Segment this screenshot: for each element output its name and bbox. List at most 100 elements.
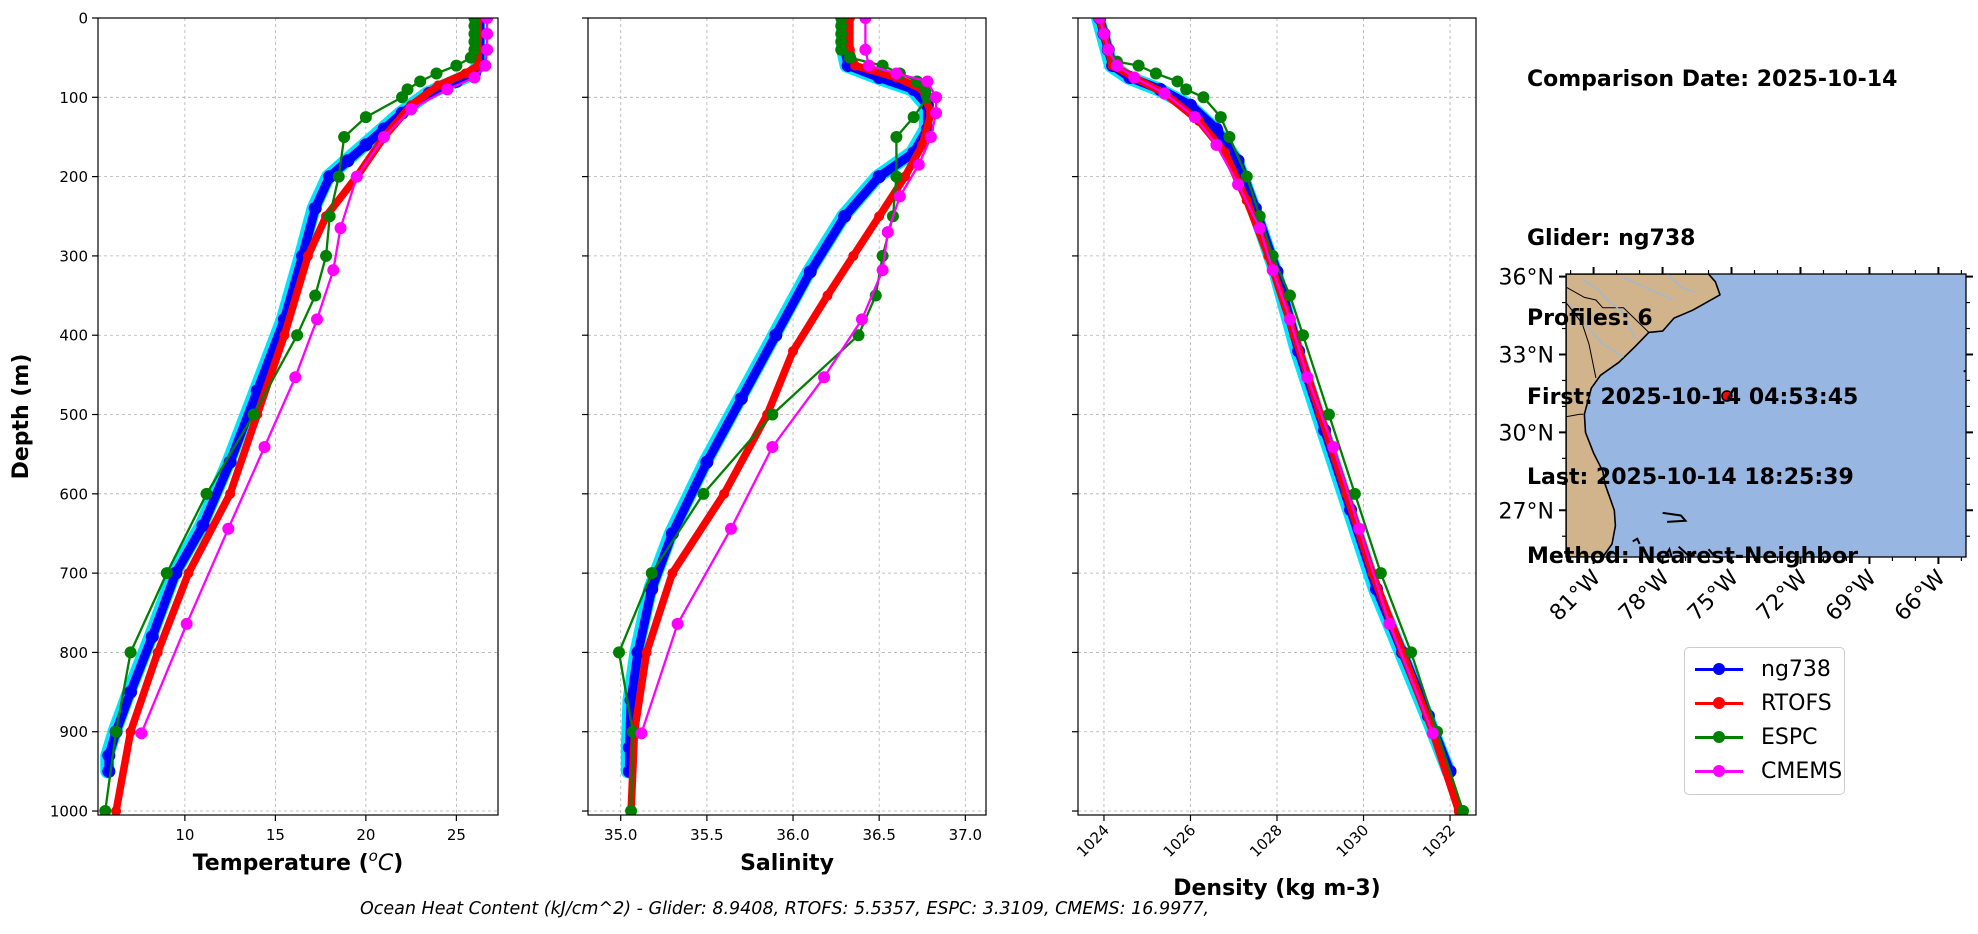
- legend-swatch-ng738: [1691, 654, 1747, 684]
- series-group: [99, 18, 494, 815]
- series-point-rtofs: [822, 290, 833, 301]
- series-point-cmems: [289, 371, 302, 384]
- series-point-ng738: [734, 392, 748, 406]
- series-point-espc: [464, 51, 477, 64]
- series-point-cmems: [1327, 441, 1340, 454]
- series-point-ng738: [169, 566, 183, 580]
- series-point-ng738: [872, 170, 886, 184]
- series-point-espc: [1171, 75, 1184, 88]
- series-point-espc: [852, 329, 865, 342]
- series-point-cmems: [855, 313, 868, 326]
- series-point-espc: [625, 805, 638, 815]
- series-point-cmems: [1102, 43, 1115, 56]
- series-point-espc: [320, 249, 333, 262]
- series-point-espc: [110, 725, 123, 738]
- series-point-cmems: [725, 522, 738, 535]
- series-point-espc: [1322, 408, 1335, 421]
- series-point-ng738: [1209, 122, 1223, 136]
- map-lat-label: 30°N: [1499, 421, 1554, 446]
- series-point-cmems: [1232, 178, 1245, 191]
- series-point-cmems: [481, 43, 494, 56]
- series-point-rtofs: [874, 211, 885, 222]
- series-point-cmems: [468, 71, 481, 84]
- series-point-cmems: [766, 441, 779, 454]
- x-axis-label: Salinity: [740, 851, 834, 876]
- legend-swatch-espc: [1691, 722, 1747, 752]
- series-point-espc: [645, 567, 658, 580]
- y-tick-label: 400: [59, 327, 88, 345]
- series-point-rtofs: [225, 488, 236, 499]
- series-point-ng738: [803, 265, 817, 279]
- chart-legend: ng738 RTOFS ESPC CMEMS: [1684, 647, 1845, 795]
- series-point-rtofs: [641, 647, 652, 658]
- y-tick-label: 900: [59, 723, 88, 741]
- series-point-ng738: [359, 138, 373, 152]
- series-point-cmems: [671, 617, 684, 630]
- state-border: [1566, 302, 1597, 379]
- series-point-ng738: [196, 519, 210, 533]
- x-tick-label: 36.0: [776, 826, 809, 844]
- series-point-espc: [1132, 59, 1145, 72]
- series-point-espc: [291, 329, 304, 342]
- y-axis-label: Depth (m): [9, 354, 34, 480]
- x-tick-label: 1030: [1333, 821, 1373, 861]
- y-tick-label: 300: [59, 247, 88, 265]
- ocean-heat-content-caption: Ocean Heat Content (kJ/cm^2) - Glider: 8…: [360, 899, 1210, 919]
- series-point-espc: [323, 210, 336, 223]
- legend-entry-ng738: ng738: [1691, 654, 1831, 684]
- series-point-espc: [843, 51, 856, 64]
- series-point-cmems: [479, 59, 492, 72]
- state-border: [1566, 413, 1584, 418]
- info-line-profiles: Profiles: 6: [1527, 305, 1653, 331]
- series-point-rtofs: [433, 80, 444, 91]
- x-tick-label: 1032: [1419, 821, 1459, 861]
- series-point-espc: [1283, 289, 1296, 302]
- series-point-cmems: [1128, 71, 1141, 84]
- series-point-espc: [430, 67, 443, 80]
- series-point-espc: [1374, 567, 1387, 580]
- series-point-rtofs: [279, 330, 290, 341]
- map-lat-label: 33°N: [1499, 343, 1554, 368]
- map-lon-label: 66°W: [1890, 565, 1951, 626]
- y-tick-label: 700: [59, 565, 88, 583]
- series-point-espc: [1348, 487, 1361, 500]
- x-tick-label: 36.5: [862, 826, 895, 844]
- y-tick-label: 100: [59, 89, 88, 107]
- series-point-espc: [1214, 111, 1227, 124]
- series-point-cmems: [881, 226, 894, 239]
- info-line-first: First: 2025-10-14 04:53:45: [1527, 385, 1859, 410]
- series-point-rtofs: [460, 68, 471, 79]
- series-point-espc: [835, 43, 848, 56]
- series-point-espc: [450, 59, 463, 72]
- series-point-espc: [247, 408, 260, 421]
- series-point-rtofs: [302, 250, 313, 261]
- series-point-cmems: [1301, 371, 1314, 384]
- series-point-espc: [697, 487, 710, 500]
- series-point-cmems: [893, 190, 906, 203]
- series-point-cmems: [1426, 727, 1439, 740]
- series-point-espc: [613, 646, 626, 659]
- y-tick-label: 0: [78, 10, 88, 28]
- legend-swatch-rtofs: [1691, 688, 1747, 718]
- x-tick-label: 15: [266, 826, 285, 844]
- series-point-ng738: [769, 328, 783, 342]
- series-point-espc: [1180, 83, 1193, 96]
- series-point-rtofs: [111, 806, 122, 815]
- series-point-cmems: [1283, 313, 1296, 326]
- river-line: [1581, 278, 1636, 340]
- series-point-espc: [1197, 91, 1210, 104]
- series-point-espc: [414, 75, 427, 88]
- series-point-espc: [907, 111, 920, 124]
- series-point-espc: [890, 170, 903, 183]
- series-glider-spread: [100, 18, 486, 779]
- state-border: [1566, 286, 1650, 333]
- series-point-cmems: [912, 158, 925, 171]
- legend-entry-rtofs: RTOFS: [1691, 688, 1832, 718]
- series-point-rtofs: [848, 250, 859, 261]
- series-point-espc: [338, 130, 351, 143]
- series-point-cmems: [1210, 138, 1223, 151]
- x-axis-label: Density (kg m-3): [1173, 876, 1381, 901]
- legend-label-rtofs: RTOFS: [1761, 690, 1832, 716]
- series-point-ng738: [323, 170, 337, 184]
